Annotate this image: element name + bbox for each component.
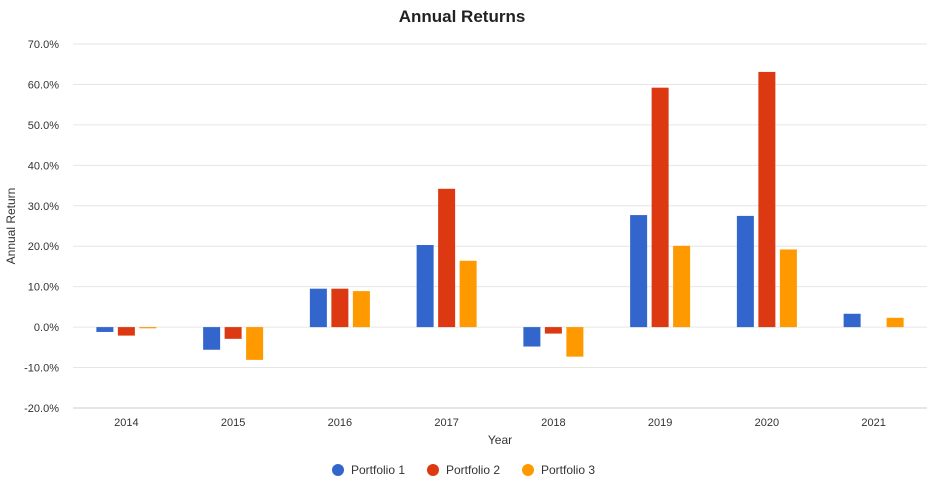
x-tick-label: 2017 (434, 417, 458, 429)
y-axis-label: Annual Return (4, 188, 18, 265)
bar-portfolio-3-2014 (139, 327, 157, 329)
y-tick-label: 40.0% (28, 160, 59, 172)
bar-portfolio-2-2019 (651, 87, 669, 328)
bar-portfolio-3-2017 (459, 260, 477, 328)
chart-title: Annual Returns (399, 7, 526, 26)
bar-portfolio-1-2017 (416, 245, 434, 328)
x-tick-label: 2019 (648, 417, 672, 429)
x-axis-ticks: 2014 2015 2016 2017 2018 2019 2020 2021 (114, 417, 886, 429)
legend-item-portfolio-1[interactable]: Portfolio 1 (332, 463, 405, 477)
legend-item-portfolio-2[interactable]: Portfolio 2 (427, 463, 500, 477)
bars (96, 71, 904, 360)
bar-portfolio-3-2015 (246, 327, 264, 360)
legend: Portfolio 1 Portfolio 2 Portfolio 3 (332, 463, 595, 477)
bar-portfolio-1-2021 (843, 313, 861, 328)
y-tick-label: 50.0% (28, 120, 59, 132)
bar-portfolio-1-2014 (96, 327, 114, 332)
y-tick-label: -20.0% (24, 403, 59, 415)
legend-label: Portfolio 1 (351, 463, 405, 477)
y-tick-label: 70.0% (28, 39, 59, 51)
grid-lines (73, 43, 927, 409)
y-tick-label: 20.0% (28, 241, 59, 253)
bar-portfolio-3-2019 (673, 245, 691, 328)
x-tick-label: 2016 (328, 417, 352, 429)
legend-label: Portfolio 3 (541, 463, 595, 477)
x-tick-label: 2020 (755, 417, 779, 429)
bar-portfolio-2-2015 (224, 327, 242, 339)
bar-portfolio-2-2014 (117, 327, 135, 336)
y-axis-ticks: 70.0% 60.0% 50.0% 40.0% 30.0% 20.0% 10.0% 0.0% -… (24, 39, 59, 415)
bar-portfolio-2-2020 (758, 71, 776, 328)
legend-item-portfolio-3[interactable]: Portfolio 3 (522, 463, 595, 477)
x-axis-label: Year (488, 433, 512, 447)
y-tick-label: 10.0% (28, 282, 59, 294)
bar-portfolio-1-2020 (736, 215, 754, 328)
bar-portfolio-2-2018 (544, 327, 562, 334)
bar-portfolio-3-2021 (886, 317, 904, 328)
legend-swatch-icon (522, 464, 534, 476)
legend-swatch-icon (332, 464, 344, 476)
legend-label: Portfolio 2 (446, 463, 500, 477)
y-tick-label: 30.0% (28, 201, 59, 213)
bar-portfolio-1-2018 (523, 327, 541, 347)
x-tick-label: 2014 (114, 417, 138, 429)
legend-swatch-icon (427, 464, 439, 476)
bar-portfolio-2-2017 (438, 188, 456, 328)
bar-portfolio-3-2018 (566, 327, 584, 357)
bar-portfolio-1-2016 (309, 288, 327, 328)
x-tick-label: 2018 (541, 417, 565, 429)
y-tick-label: 0.0% (34, 322, 59, 334)
y-tick-label: 60.0% (28, 79, 59, 91)
x-tick-label: 2021 (861, 417, 885, 429)
x-tick-label: 2015 (221, 417, 245, 429)
bar-portfolio-1-2019 (630, 215, 648, 328)
bar-portfolio-2-2016 (331, 288, 349, 328)
bar-portfolio-3-2020 (779, 249, 797, 328)
y-tick-label: -10.0% (24, 363, 59, 375)
bar-portfolio-3-2016 (352, 291, 370, 328)
bar-portfolio-1-2015 (203, 327, 221, 350)
